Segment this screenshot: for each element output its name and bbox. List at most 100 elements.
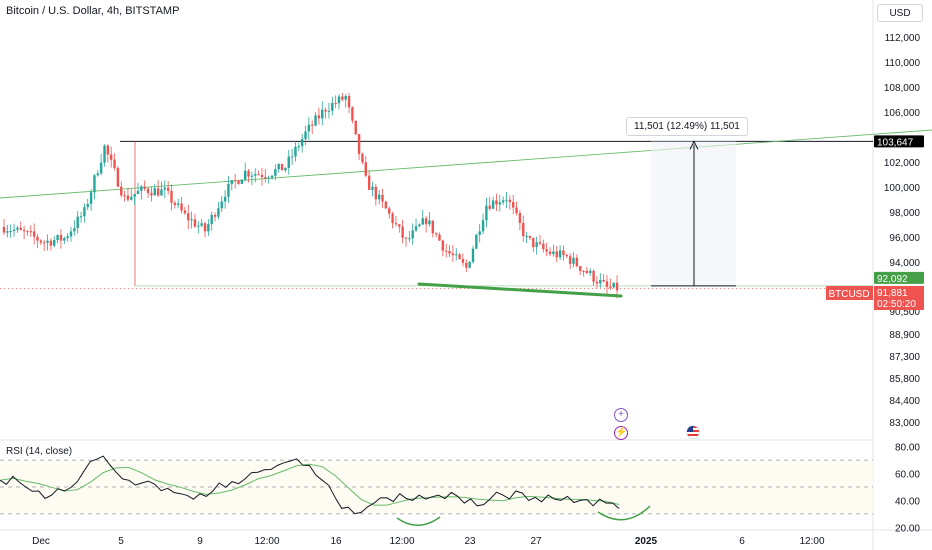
rsi-line [0,455,620,515]
candle-body [334,102,337,104]
lightning-icon[interactable]: ⚡ [614,426,628,440]
candle-body [478,231,481,235]
rsi-low-arc [597,505,651,521]
candle-body [314,115,317,126]
candle-body [116,168,120,187]
candle-body [230,180,233,184]
candle-body [495,200,498,205]
candle-body [515,207,518,213]
candle-body [163,187,166,190]
plus-circle-icon[interactable]: + [614,408,628,422]
candle-body [156,188,160,196]
candle-body [277,163,280,170]
candle-body [197,225,200,227]
candle-body [180,203,183,211]
candle-body [548,251,552,255]
currency-selector[interactable]: USD [877,4,923,22]
candle-body [190,219,193,221]
candle-body [36,236,39,241]
candle-body [12,229,16,232]
candle-body [103,145,106,163]
candle-body [240,179,244,184]
price-tick-label: 94,000 [889,258,920,269]
candle-body [388,208,391,214]
candle-body [83,207,86,217]
last-price-badge: 91,881 [877,288,908,299]
symbol-badge: BTCUSD [828,289,869,300]
time-tick-label: 23 [464,536,476,547]
candle-body [193,219,197,227]
candle-body [146,188,150,194]
candle-body [49,240,53,246]
time-tick-label: 16 [330,536,342,547]
candle-body [505,199,508,201]
candle-body [307,124,311,132]
time-tick-label: 5 [118,536,124,547]
candle-body [287,156,290,168]
candle-body [384,201,388,209]
candle-body [589,270,592,274]
candle-body [448,251,451,254]
candle-body [200,223,203,226]
candle-body [99,162,103,174]
rsi-tick-label: 40.00 [895,496,920,507]
candle-body [140,186,143,191]
time-tick-label: Dec [32,536,50,547]
candle-body [414,226,418,231]
price-tick-label: 85,800 [889,374,920,385]
price-tick-label: 96,000 [889,233,920,244]
us-flag-icon[interactable] [686,425,700,439]
measure-label: 11,501 (12.49%) 11,501 [626,117,748,136]
time-tick-label: 6 [739,536,745,547]
candle-body [223,196,227,202]
candle-body [579,266,582,271]
candle-body [599,279,602,284]
candle-body [187,213,190,221]
candle-body [19,227,22,230]
candle-body [133,193,136,197]
candle-body [233,180,237,182]
candle-body [16,227,19,230]
candle-body [612,282,615,288]
price-tick-label: 110,000 [885,58,921,69]
candle-body [22,229,26,232]
time-tick-label: 27 [530,536,542,547]
candle-body [374,186,378,200]
candle-body [341,96,344,100]
candle-body [532,237,535,248]
candle-body [123,195,126,197]
candle-body [321,109,324,119]
candle-body [421,218,424,225]
last-price-badge-bg [874,286,924,310]
candle-body [126,195,130,200]
candle-body [354,120,357,135]
candle-body [79,216,83,218]
price-tick-label: 112,000 [885,33,921,44]
price-tick-label: 88,900 [889,330,920,341]
candle-body [381,194,384,202]
candle-body [183,210,187,214]
candle-body [136,190,140,194]
candle-body [475,234,478,249]
rsi-tick-label: 20.00 [895,523,920,534]
candle-body [555,251,558,258]
candle-body [290,156,294,158]
candle-body [361,153,364,163]
candle-body [441,240,445,251]
candle-body [86,203,89,208]
candle-body [378,194,381,200]
candle-body [585,270,589,274]
candle-body [317,115,321,119]
candle-body [280,163,284,171]
candle-body [300,138,304,147]
candle-body [2,227,6,233]
rsi-low-arc [396,516,441,526]
candle-body [461,259,465,263]
time-tick-label: 12:00 [254,536,279,547]
time-tick-label: 12:00 [799,536,824,547]
candle-body [93,175,96,193]
candle-body [391,213,394,224]
candle-body [284,167,287,171]
